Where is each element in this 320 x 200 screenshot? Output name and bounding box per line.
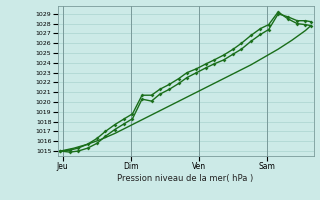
X-axis label: Pression niveau de la mer( hPa ): Pression niveau de la mer( hPa ) bbox=[117, 174, 254, 183]
